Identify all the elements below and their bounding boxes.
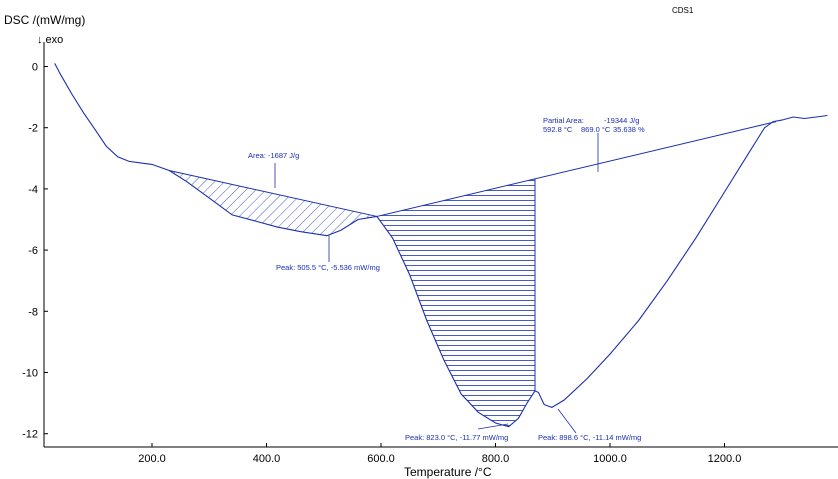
- baseline-2: [376, 121, 777, 217]
- x-tick-label: 200.0: [138, 453, 166, 465]
- partial-area-lower: 592.8 °C: [543, 125, 573, 134]
- y-tick-label: 0: [32, 62, 38, 74]
- area-annotation: Area: -1687 J/g: [248, 151, 299, 160]
- y-tick-label: -10: [22, 368, 38, 380]
- sample-label: CDS1: [672, 6, 694, 15]
- x-axis-title: Temperature /°C: [404, 465, 492, 479]
- x-tick-label: 800.0: [482, 453, 510, 465]
- exo-label: ↓ exo: [37, 34, 63, 46]
- y-ticks: 0 -2 -4 -6 -8 -10 -12: [22, 62, 48, 441]
- baseline-1: [169, 170, 377, 217]
- x-tick-label: 1200.0: [708, 453, 742, 465]
- y-tick-label: -2: [28, 123, 38, 135]
- dsc-curve: [54, 63, 828, 428]
- y-tick-label: -12: [22, 429, 38, 441]
- x-tick-label: 400.0: [253, 453, 281, 465]
- x-tick-label: 1000.0: [593, 453, 627, 465]
- y-axis-title: DSC /(mW/mg): [4, 13, 85, 27]
- peak1-annotation: Peak: 505.5 °C, -5.536 mW/mg: [276, 263, 380, 272]
- peak2-leader: [477, 423, 509, 430]
- peak3-annotation: Peak: 898.6 °C, -11.14 mW/mg: [538, 433, 641, 442]
- partial-area-value: -19344 J/g: [604, 116, 639, 125]
- y-tick-label: -4: [28, 184, 38, 196]
- y-tick-label: -6: [28, 245, 38, 257]
- partial-area-upper: 869.0 °C: [581, 125, 611, 134]
- x-tick-label: 600.0: [367, 453, 395, 465]
- y-tick-label: -8: [28, 306, 38, 318]
- peak2-annotation: Peak: 823.0 °C, -11.77 mW/mg: [405, 433, 508, 442]
- partial-area-percent: 35.638 %: [613, 125, 645, 134]
- partial-area-hatch: [376, 178, 536, 427]
- x-ticks: 200.0 400.0 600.0 800.0 1000.0 1200.0: [138, 443, 741, 465]
- area-1-hatch: [169, 170, 377, 236]
- partial-area-annotation: Partial Area:: [543, 116, 584, 125]
- peak3-leader: [557, 408, 577, 434]
